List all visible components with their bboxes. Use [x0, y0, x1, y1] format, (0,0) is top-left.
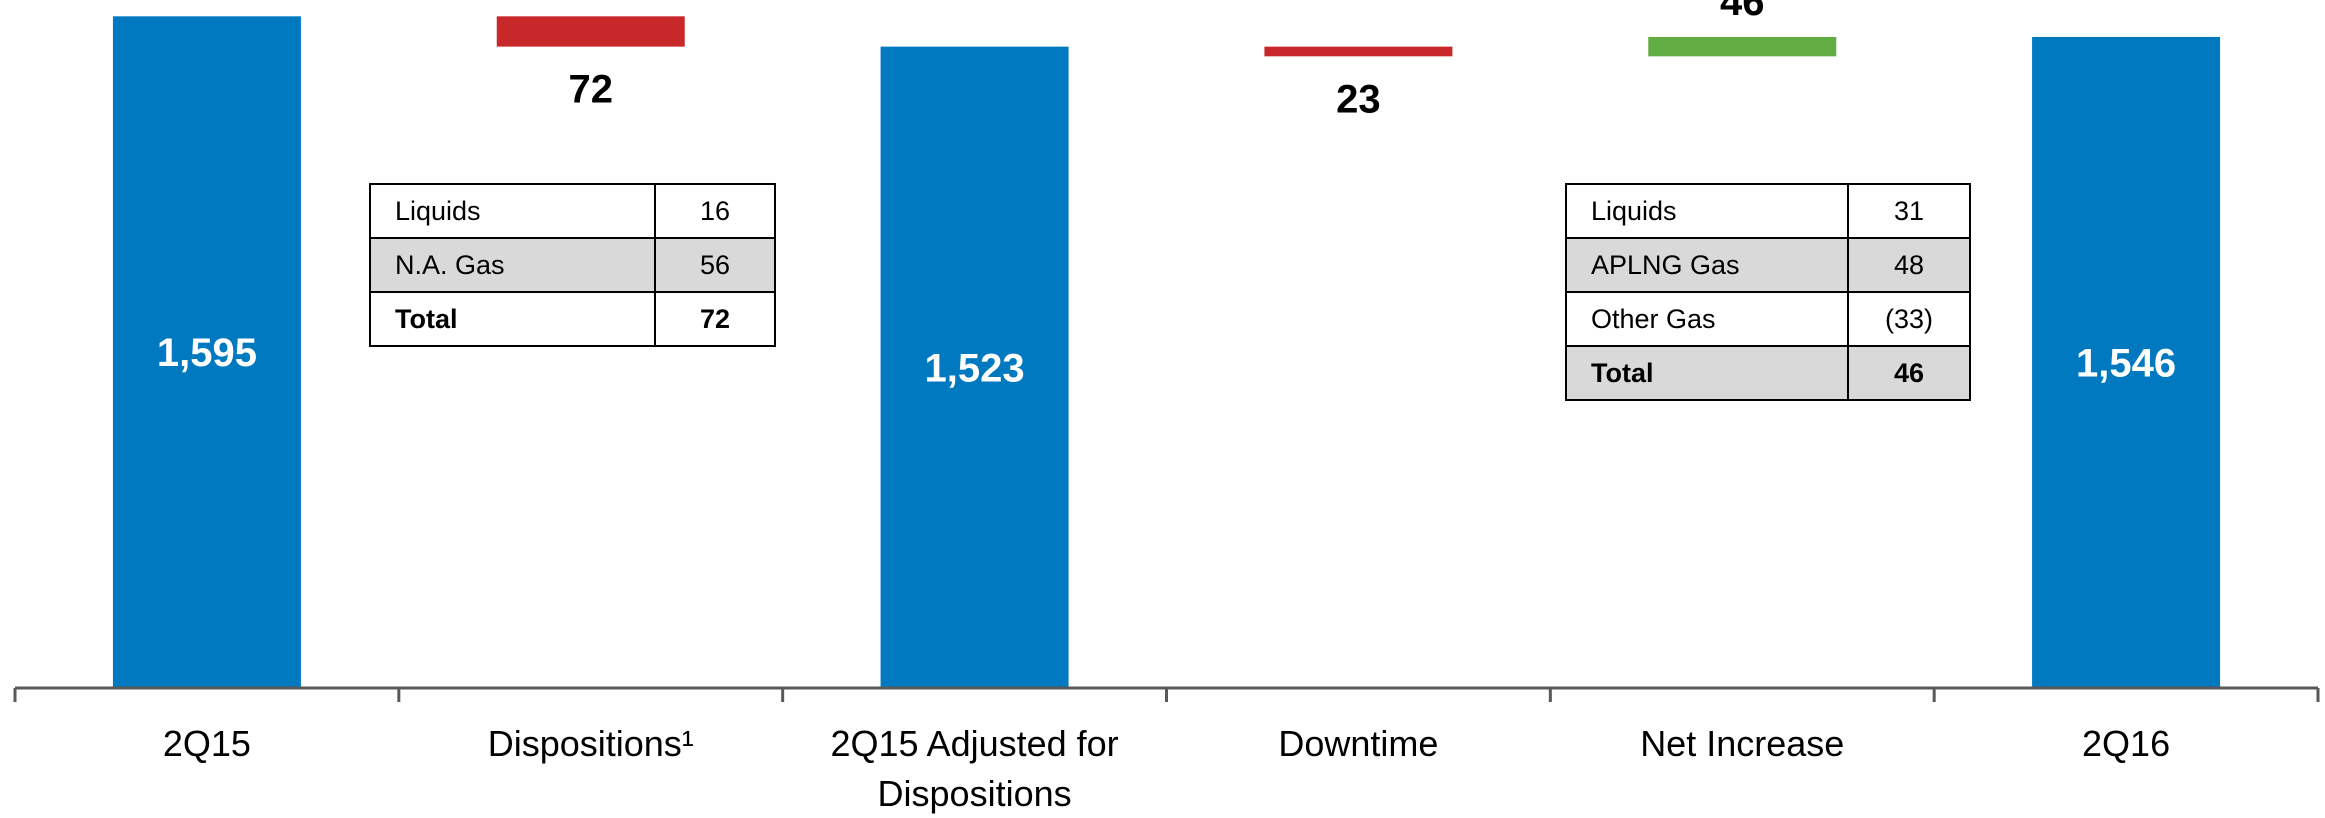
net-increase-table-row-3: Other Gas (33) — [1565, 291, 1971, 347]
dispositions-table-row-value: 56 — [654, 237, 776, 293]
dispositions-table-row-value: 72 — [654, 291, 776, 347]
dispositions-table-row-1: Liquids 16 — [369, 183, 776, 239]
bar-value-label-4: 23 — [1336, 77, 1381, 121]
dispositions-table-row-3: Total 72 — [369, 291, 776, 347]
dispositions-table-row-label: Liquids — [369, 183, 656, 239]
net-increase-table-row-value: 48 — [1847, 237, 1971, 293]
net-increase-table-row-label: APLNG Gas — [1565, 237, 1849, 293]
net-increase-table-row-2: APLNG Gas 48 — [1565, 237, 1971, 293]
net-increase-breakdown-table: Liquids 31 APLNG Gas 48 Other Gas (33) Total 46 — [1565, 183, 1971, 401]
bar-6-total — [2032, 36, 2221, 689]
x-tick-label-2: Dispositions¹ — [488, 723, 694, 764]
bar-value-label-3: 1,523 — [925, 346, 1025, 390]
net-increase-table-row-label: Total — [1565, 345, 1849, 401]
bar-1-total — [112, 16, 301, 688]
dispositions-table-row-2: N.A. Gas 56 — [369, 237, 776, 293]
net-increase-table-row-1: Liquids 31 — [1565, 183, 1971, 239]
bar-value-label-5: 46 — [1720, 0, 1765, 24]
x-tick-label-4: Downtime — [1278, 723, 1438, 764]
dispositions-table-row-label: N.A. Gas — [369, 237, 656, 293]
dispositions-table-body: Liquids 16 N.A. Gas 56 Total 72 — [369, 183, 776, 347]
dispositions-breakdown-table: Liquids 16 N.A. Gas 56 Total 72 — [369, 183, 776, 347]
net-increase-table-body: Liquids 31 APLNG Gas 48 Other Gas (33) Total 46 — [1565, 183, 1971, 401]
bar-value-label-2: 72 — [569, 68, 614, 112]
net-increase-table-row-4: Total 46 — [1565, 345, 1971, 401]
net-increase-table-row-label: Other Gas — [1565, 291, 1849, 347]
bar-5-increase — [1648, 36, 1837, 57]
bar-value-label-6: 1,546 — [2076, 341, 2176, 385]
bar-value-label-1: 1,595 — [157, 331, 257, 375]
dispositions-table-row-value: 16 — [654, 183, 776, 239]
bar-2-decrease — [496, 16, 685, 47]
net-increase-table-row-value: (33) — [1847, 291, 1971, 347]
x-tick-label-5: Net Increase — [1640, 723, 1844, 764]
net-increase-table-row-value: 46 — [1847, 345, 1971, 401]
bar-3-total — [880, 46, 1069, 688]
dispositions-table-row-label: Total — [369, 291, 656, 347]
x-tick-label-6: 2Q16 — [2082, 723, 2170, 764]
x-tick-label-3: 2Q15 Adjusted for Dispositions — [830, 723, 1118, 814]
bar-4-decrease — [1264, 46, 1453, 57]
x-tick-label-1: 2Q15 — [163, 723, 251, 764]
net-increase-table-row-label: Liquids — [1565, 183, 1849, 239]
net-increase-table-row-value: 31 — [1847, 183, 1971, 239]
